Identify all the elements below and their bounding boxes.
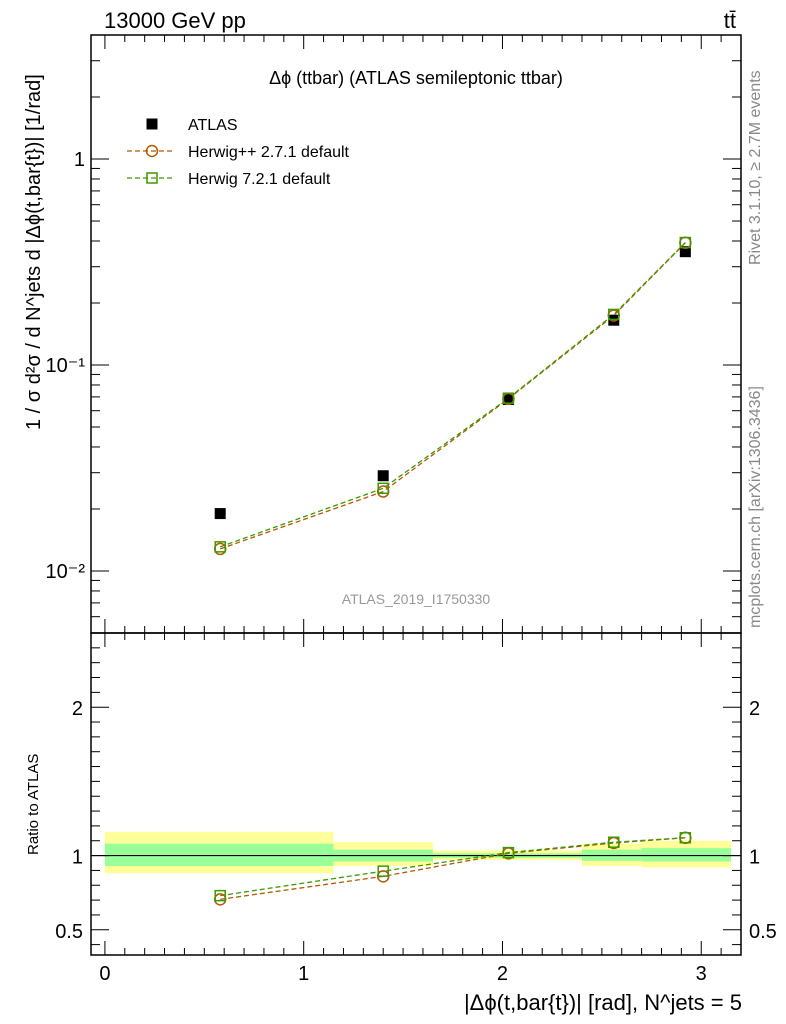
main-panel: 10⁻² 10⁻¹ 1 Δϕ (ttbar) (ATLAS semileptonic …: [46, 34, 742, 634]
ratio-series-line-0: [220, 837, 686, 900]
ratio-point-1: [502, 846, 515, 859]
ratio-y-axis-title: Ratio to ATLAS: [25, 754, 42, 855]
process-label: tt̄: [724, 8, 736, 33]
ratio-y-tick-label: 2: [72, 698, 83, 720]
data-point-2: [214, 541, 226, 553]
ratio-frame: [90, 632, 742, 956]
y-tick-label: 10⁻¹: [46, 355, 86, 377]
x-tick-label: 3: [696, 963, 707, 985]
legend-label: Herwig++ 2.7.1 default: [188, 144, 350, 161]
data-point-2: [608, 308, 620, 321]
x-tick-label: 2: [497, 963, 508, 985]
x-axis-title: |Δϕ(t,bar{t})| [rad], N^jets = 5: [464, 990, 742, 1015]
ratio-point-1: [608, 836, 620, 848]
series-line-1: [219, 242, 686, 550]
x-tick-label: 1: [298, 963, 309, 985]
legend-label: Herwig 7.2.1 default: [188, 171, 331, 188]
main-y-axis-title: 1 / σ d²σ / d N^jets d |Δϕ(t,bar{t})| [1…: [23, 74, 45, 430]
ratio-y-tick-label: 1: [72, 847, 83, 869]
ratio-panel: 0 1 2 3 0.5 0.5 1 1 2 2: [55, 632, 777, 985]
rivet-label: Rivet 3.1.10, ≥ 2.7M events: [747, 70, 764, 265]
ratio-y-tick-label-right: 2: [749, 698, 760, 720]
uncertainty-band-green: [641, 848, 732, 862]
y-tick-label: 1: [74, 149, 85, 171]
y-tick-label: 10⁻²: [46, 561, 86, 583]
data-point-0: [679, 246, 691, 258]
ratio-point-1: [377, 865, 389, 877]
legend-marker: [146, 118, 158, 130]
data-point-2: [679, 236, 692, 249]
analysis-watermark: ATLAS_2019_I1750330: [342, 591, 491, 607]
data-point-0: [214, 508, 226, 520]
data-point-0: [502, 394, 514, 406]
x-tick-label: 0: [99, 963, 110, 985]
ratio-point-1: [214, 889, 226, 902]
legend-label: ATLAS: [188, 117, 238, 134]
data-point-2: [377, 482, 389, 495]
data-point-0: [377, 470, 389, 482]
uncertainty-band-green: [104, 843, 334, 866]
ratio-series-line-1: [220, 837, 686, 897]
chart-title: Δϕ (ttbar) (ATLAS semileptonic ttbar): [269, 68, 563, 88]
legend-marker: [146, 172, 158, 184]
ratio-y-tick-label-right: 0.5: [749, 921, 777, 943]
data-point-2: [502, 392, 515, 404]
mcplots-label: mcplots.cern.ch [arXiv:1306.3436]: [747, 386, 764, 628]
ratio-y-tick-label: 0.5: [55, 921, 83, 943]
series-line-2: [219, 242, 686, 548]
legend-marker: [145, 144, 159, 158]
ratio-y-tick-label-right: 1: [749, 847, 760, 869]
collision-label: 13000 GeV pp: [104, 8, 246, 33]
ratio-point-1: [679, 832, 692, 844]
